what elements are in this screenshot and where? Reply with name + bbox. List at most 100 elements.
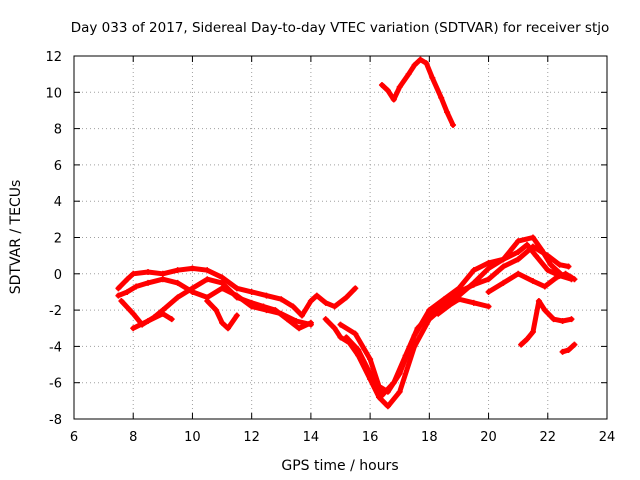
data-point (124, 288, 131, 295)
series-track-1 (115, 265, 359, 319)
data-point (159, 276, 166, 283)
data-point (565, 347, 572, 354)
data-point (145, 279, 152, 286)
data-point (159, 270, 166, 277)
data-point (189, 285, 196, 292)
data-point (168, 316, 175, 323)
series-trace (518, 298, 574, 348)
data-point (562, 270, 569, 277)
data-point (565, 263, 572, 270)
data-point (224, 325, 231, 332)
data-point (115, 285, 122, 292)
data-point (352, 285, 359, 292)
data-point (396, 388, 403, 395)
data-point (402, 352, 409, 359)
data-point (470, 281, 477, 288)
data-point (544, 267, 551, 274)
data-point (322, 299, 329, 306)
data-point (118, 298, 125, 305)
data-point (299, 312, 306, 319)
series-track-12 (518, 298, 575, 348)
series-trace (379, 57, 456, 128)
data-point (447, 301, 454, 308)
data-point (124, 276, 131, 283)
data-point (159, 310, 166, 317)
data-point (343, 294, 350, 301)
data-point (313, 292, 320, 299)
data-point (426, 312, 433, 319)
data-point (438, 94, 445, 101)
data-point (355, 347, 362, 354)
data-point (290, 303, 297, 310)
data-point (568, 316, 575, 323)
data-point (417, 56, 424, 63)
series-trace (130, 311, 175, 331)
data-point (390, 96, 397, 103)
data-point (219, 274, 226, 281)
y-tick-label: 10 (45, 86, 62, 101)
data-point (307, 298, 314, 305)
data-point (455, 288, 462, 295)
data-point (219, 279, 226, 286)
data-point (233, 312, 240, 319)
data-point (535, 298, 542, 305)
data-point (556, 261, 563, 268)
data-point (414, 325, 421, 332)
y-tick-label: -2 (49, 304, 62, 319)
data-point (444, 109, 451, 116)
data-point (455, 296, 462, 303)
series-trace (343, 244, 571, 398)
data-point (204, 276, 211, 283)
data-point (559, 348, 566, 355)
series-track-9 (435, 296, 492, 317)
data-point (441, 296, 448, 303)
data-point (411, 62, 418, 69)
y-tick-label: -6 (49, 377, 62, 392)
data-point (500, 279, 507, 286)
data-point (515, 249, 522, 256)
data-point (571, 341, 578, 348)
data-point (272, 307, 279, 314)
data-point (367, 356, 374, 363)
data-point (500, 256, 507, 263)
x-tick-label: 12 (243, 430, 260, 445)
data-point (174, 294, 181, 301)
data-point (204, 267, 211, 274)
data-point (470, 299, 477, 306)
data-point (384, 403, 391, 410)
data-point (133, 283, 140, 290)
data-point (296, 325, 303, 332)
data-point (485, 303, 492, 310)
data-point (390, 379, 397, 386)
data-point (529, 234, 536, 241)
data-point (367, 370, 374, 377)
data-point (337, 334, 344, 341)
y-tick-label: 8 (54, 123, 62, 138)
y-tick-label: 4 (54, 195, 62, 210)
y-tick-label: 6 (54, 159, 62, 174)
data-point (307, 319, 314, 326)
series-track-5 (204, 298, 240, 332)
data-point (378, 392, 385, 399)
y-tick-label: -4 (49, 340, 62, 355)
x-tick-label: 6 (70, 430, 78, 445)
data-point (263, 292, 270, 299)
data-point (515, 270, 522, 277)
data-point (213, 307, 220, 314)
series-track-13 (559, 341, 578, 355)
data-point (145, 317, 152, 324)
data-point (485, 259, 492, 266)
x-tick-label: 10 (184, 430, 201, 445)
data-point (524, 241, 531, 248)
x-tick-label: 24 (599, 430, 616, 445)
data-point (248, 299, 255, 306)
data-point (559, 317, 566, 324)
data-point (544, 252, 551, 259)
series-track-4 (130, 310, 175, 332)
data-point (515, 238, 522, 245)
series-track-10 (485, 270, 578, 295)
data-point (130, 270, 137, 277)
data-point (219, 319, 226, 326)
